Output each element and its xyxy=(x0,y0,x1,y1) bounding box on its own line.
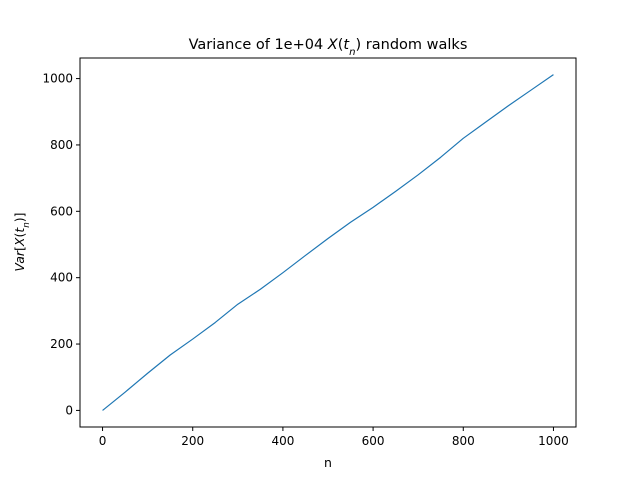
text-part: X xyxy=(327,37,339,53)
text-part: X xyxy=(12,237,27,247)
plot-area xyxy=(102,74,554,411)
y-tick-label: 400 xyxy=(50,271,73,285)
text-part: [ xyxy=(12,246,27,251)
y-tick-label: 600 xyxy=(50,204,73,218)
axes-frame xyxy=(79,57,577,428)
x-tick-label: 200 xyxy=(181,434,204,448)
text-part: n xyxy=(349,47,355,58)
text-part: random walks xyxy=(361,37,467,53)
series-line xyxy=(102,74,554,411)
y-axis-label: Var[X(tn)] xyxy=(12,212,32,271)
y-axis: 0 200 400 600 800 1000 xyxy=(42,72,80,417)
x-axis: 0 200 400 600 800 1000 xyxy=(99,427,569,448)
y-tick-label: 0 xyxy=(65,403,73,417)
x-tick-label: 1000 xyxy=(538,434,569,448)
x-tick-label: 400 xyxy=(271,434,294,448)
text-part: ) xyxy=(356,37,362,53)
y-tick-label: 1000 xyxy=(42,72,73,86)
x-tick-label: 0 xyxy=(99,434,107,448)
x-tick-label: 600 xyxy=(362,434,385,448)
text-part: t xyxy=(343,37,350,53)
y-tick-label: 200 xyxy=(50,337,73,351)
text-part: Var xyxy=(12,250,27,271)
text-part: ( xyxy=(12,233,27,238)
x-axis-label: n xyxy=(324,455,332,470)
y-tick-label: 800 xyxy=(50,138,73,152)
text-part: )] xyxy=(12,212,27,222)
text-part: Variance of 1e+04 xyxy=(189,37,328,53)
text-part: n xyxy=(22,222,32,228)
text-part: ( xyxy=(338,37,344,53)
chart-title: Variance of 1e+04 X(tn) random walks xyxy=(189,37,468,58)
text-part: t xyxy=(12,227,27,233)
x-tick-label: 800 xyxy=(452,434,475,448)
